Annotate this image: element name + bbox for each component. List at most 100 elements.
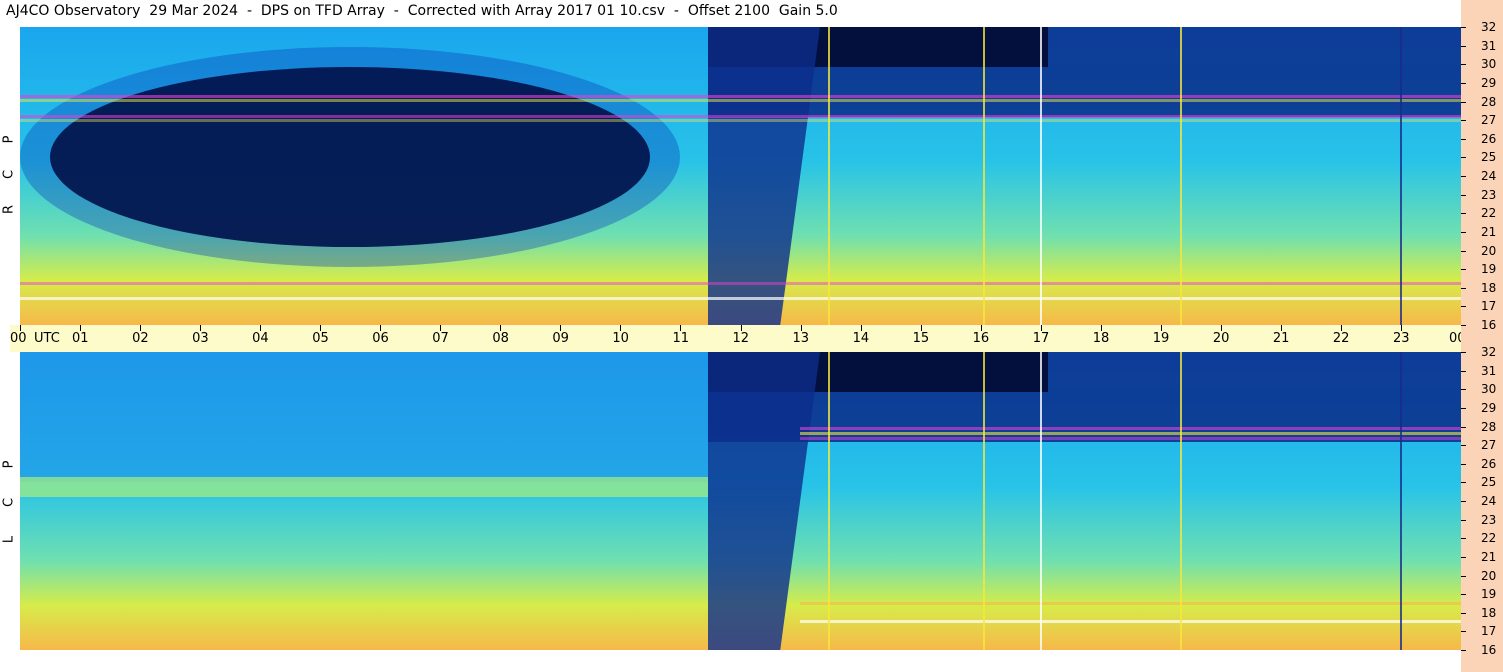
freq-tick-label: 26 (1481, 131, 1497, 146)
freq-tick (1461, 213, 1466, 215)
absorption-halo (20, 47, 680, 267)
freq-tick-label: 29 (1481, 400, 1497, 415)
time-axis: 00 UTC 01 02 03 04 05 06 07 08 09 10 11 12 13 14 15 16 17 1… (10, 325, 1493, 352)
freq-tick-label: 29 (1481, 75, 1497, 90)
interference-band (20, 115, 1461, 118)
lcp-heatmap (20, 352, 1461, 650)
time-tick-label: 20 (1212, 331, 1230, 346)
freq-tick (1461, 120, 1466, 122)
carrier-line (1180, 352, 1182, 650)
carrier-line (828, 27, 830, 325)
time-tick (200, 325, 202, 331)
freq-tick-label: 32 (1481, 345, 1497, 359)
night-wedge (708, 352, 820, 650)
freq-tick (1461, 407, 1466, 409)
pol-letter: P (1, 135, 17, 144)
freq-tick (1461, 538, 1466, 540)
time-tick-label: 12 (732, 331, 750, 346)
freq-tick-label: 27 (1481, 438, 1497, 453)
time-tick (380, 325, 382, 331)
pol-letter: C (1, 169, 17, 180)
carrier-line (828, 352, 830, 650)
freq-tick (1461, 64, 1466, 66)
freq-tick-label: 27 (1481, 113, 1497, 128)
time-tick (980, 325, 982, 331)
pol-letter: C (1, 497, 17, 508)
time-tick (1100, 325, 1102, 331)
freq-tick-label: 28 (1481, 419, 1497, 434)
freq-tick (1461, 612, 1466, 614)
interference-band (800, 602, 1461, 605)
freq-tick (1461, 445, 1466, 447)
time-tick-label: 14 (852, 331, 870, 346)
chart-title: AJ4CO Observatory 29 Mar 2024 - DPS on T… (6, 3, 838, 19)
freq-tick-label: 20 (1481, 243, 1497, 258)
freq-tick (1461, 519, 1466, 521)
time-tick-label: 15 (912, 331, 930, 346)
time-tick (1280, 325, 1282, 331)
freq-tick (1461, 138, 1466, 140)
freq-tick-label: 26 (1481, 456, 1497, 471)
freq-tick (1461, 482, 1466, 484)
freq-tick-label: 20 (1481, 568, 1497, 583)
time-tick-label: 10 (612, 331, 629, 346)
freq-tick (1461, 82, 1466, 84)
freq-tick-label: 19 (1481, 587, 1497, 602)
time-tick-label: 02 (132, 331, 149, 346)
time-tick (560, 325, 562, 331)
pol-letter: L (1, 535, 17, 544)
freq-tick (1461, 575, 1466, 577)
pol-letter: R (1, 204, 17, 215)
freq-tick-label: 28 (1481, 94, 1497, 109)
freq-tick-label: 18 (1481, 280, 1497, 295)
freq-tick-label: 18 (1481, 605, 1497, 620)
time-tick-label: 09 (552, 331, 569, 346)
freq-tick (1461, 594, 1466, 596)
interference-band (800, 432, 1461, 435)
time-tick (80, 325, 82, 331)
time-tick (20, 325, 21, 331)
freq-tick (1461, 231, 1466, 233)
rcp-heatmap (20, 27, 1461, 325)
time-tick (620, 325, 622, 331)
freq-tick (1461, 389, 1466, 391)
freq-tick (1461, 250, 1466, 252)
rcp-label: P C R (0, 27, 20, 325)
time-tick-label: 19 (1152, 331, 1170, 346)
time-tick (260, 325, 262, 331)
carrier-line (983, 27, 985, 325)
time-tick (680, 325, 682, 331)
freq-tick-label: 30 (1481, 57, 1497, 72)
time-tick (740, 325, 742, 331)
freq-tick (1461, 426, 1466, 428)
freq-tick (1461, 194, 1466, 196)
time-tick-label: 04 (252, 331, 269, 346)
freq-tick (1461, 325, 1466, 326)
day-band (20, 352, 708, 482)
time-tick-label: 08 (492, 331, 509, 346)
absorption-region (50, 67, 650, 247)
freq-tick-label: 25 (1481, 150, 1497, 165)
frequency-axis: 32 31 30 29 28 27 26 25 24 23 22 21 20 19 18 17 16 32 31 30… (1461, 0, 1503, 672)
time-tick-label: 18 (1092, 331, 1110, 346)
interference-band (800, 437, 1461, 440)
freq-tick-label: 24 (1481, 169, 1497, 183)
freq-tick (1461, 556, 1466, 558)
freq-tick-label: 21 (1481, 549, 1497, 564)
time-tick-label: 06 (372, 331, 389, 346)
interference-band (20, 99, 1461, 102)
freq-tick (1461, 463, 1466, 465)
carrier-line (1040, 27, 1042, 325)
freq-tick-label: 22 (1481, 206, 1497, 221)
carrier-line (1400, 27, 1402, 325)
time-tick-label: 17 (1032, 331, 1050, 346)
time-tick (920, 325, 922, 331)
freq-tick-label: 25 (1481, 475, 1497, 490)
freq-tick (1461, 287, 1466, 289)
freq-tick (1461, 27, 1466, 28)
day-band-bright (20, 477, 708, 497)
carrier-line (1040, 352, 1042, 650)
freq-tick-label: 16 (1481, 643, 1497, 657)
carrier-line (983, 352, 985, 650)
freq-tick (1461, 306, 1466, 308)
